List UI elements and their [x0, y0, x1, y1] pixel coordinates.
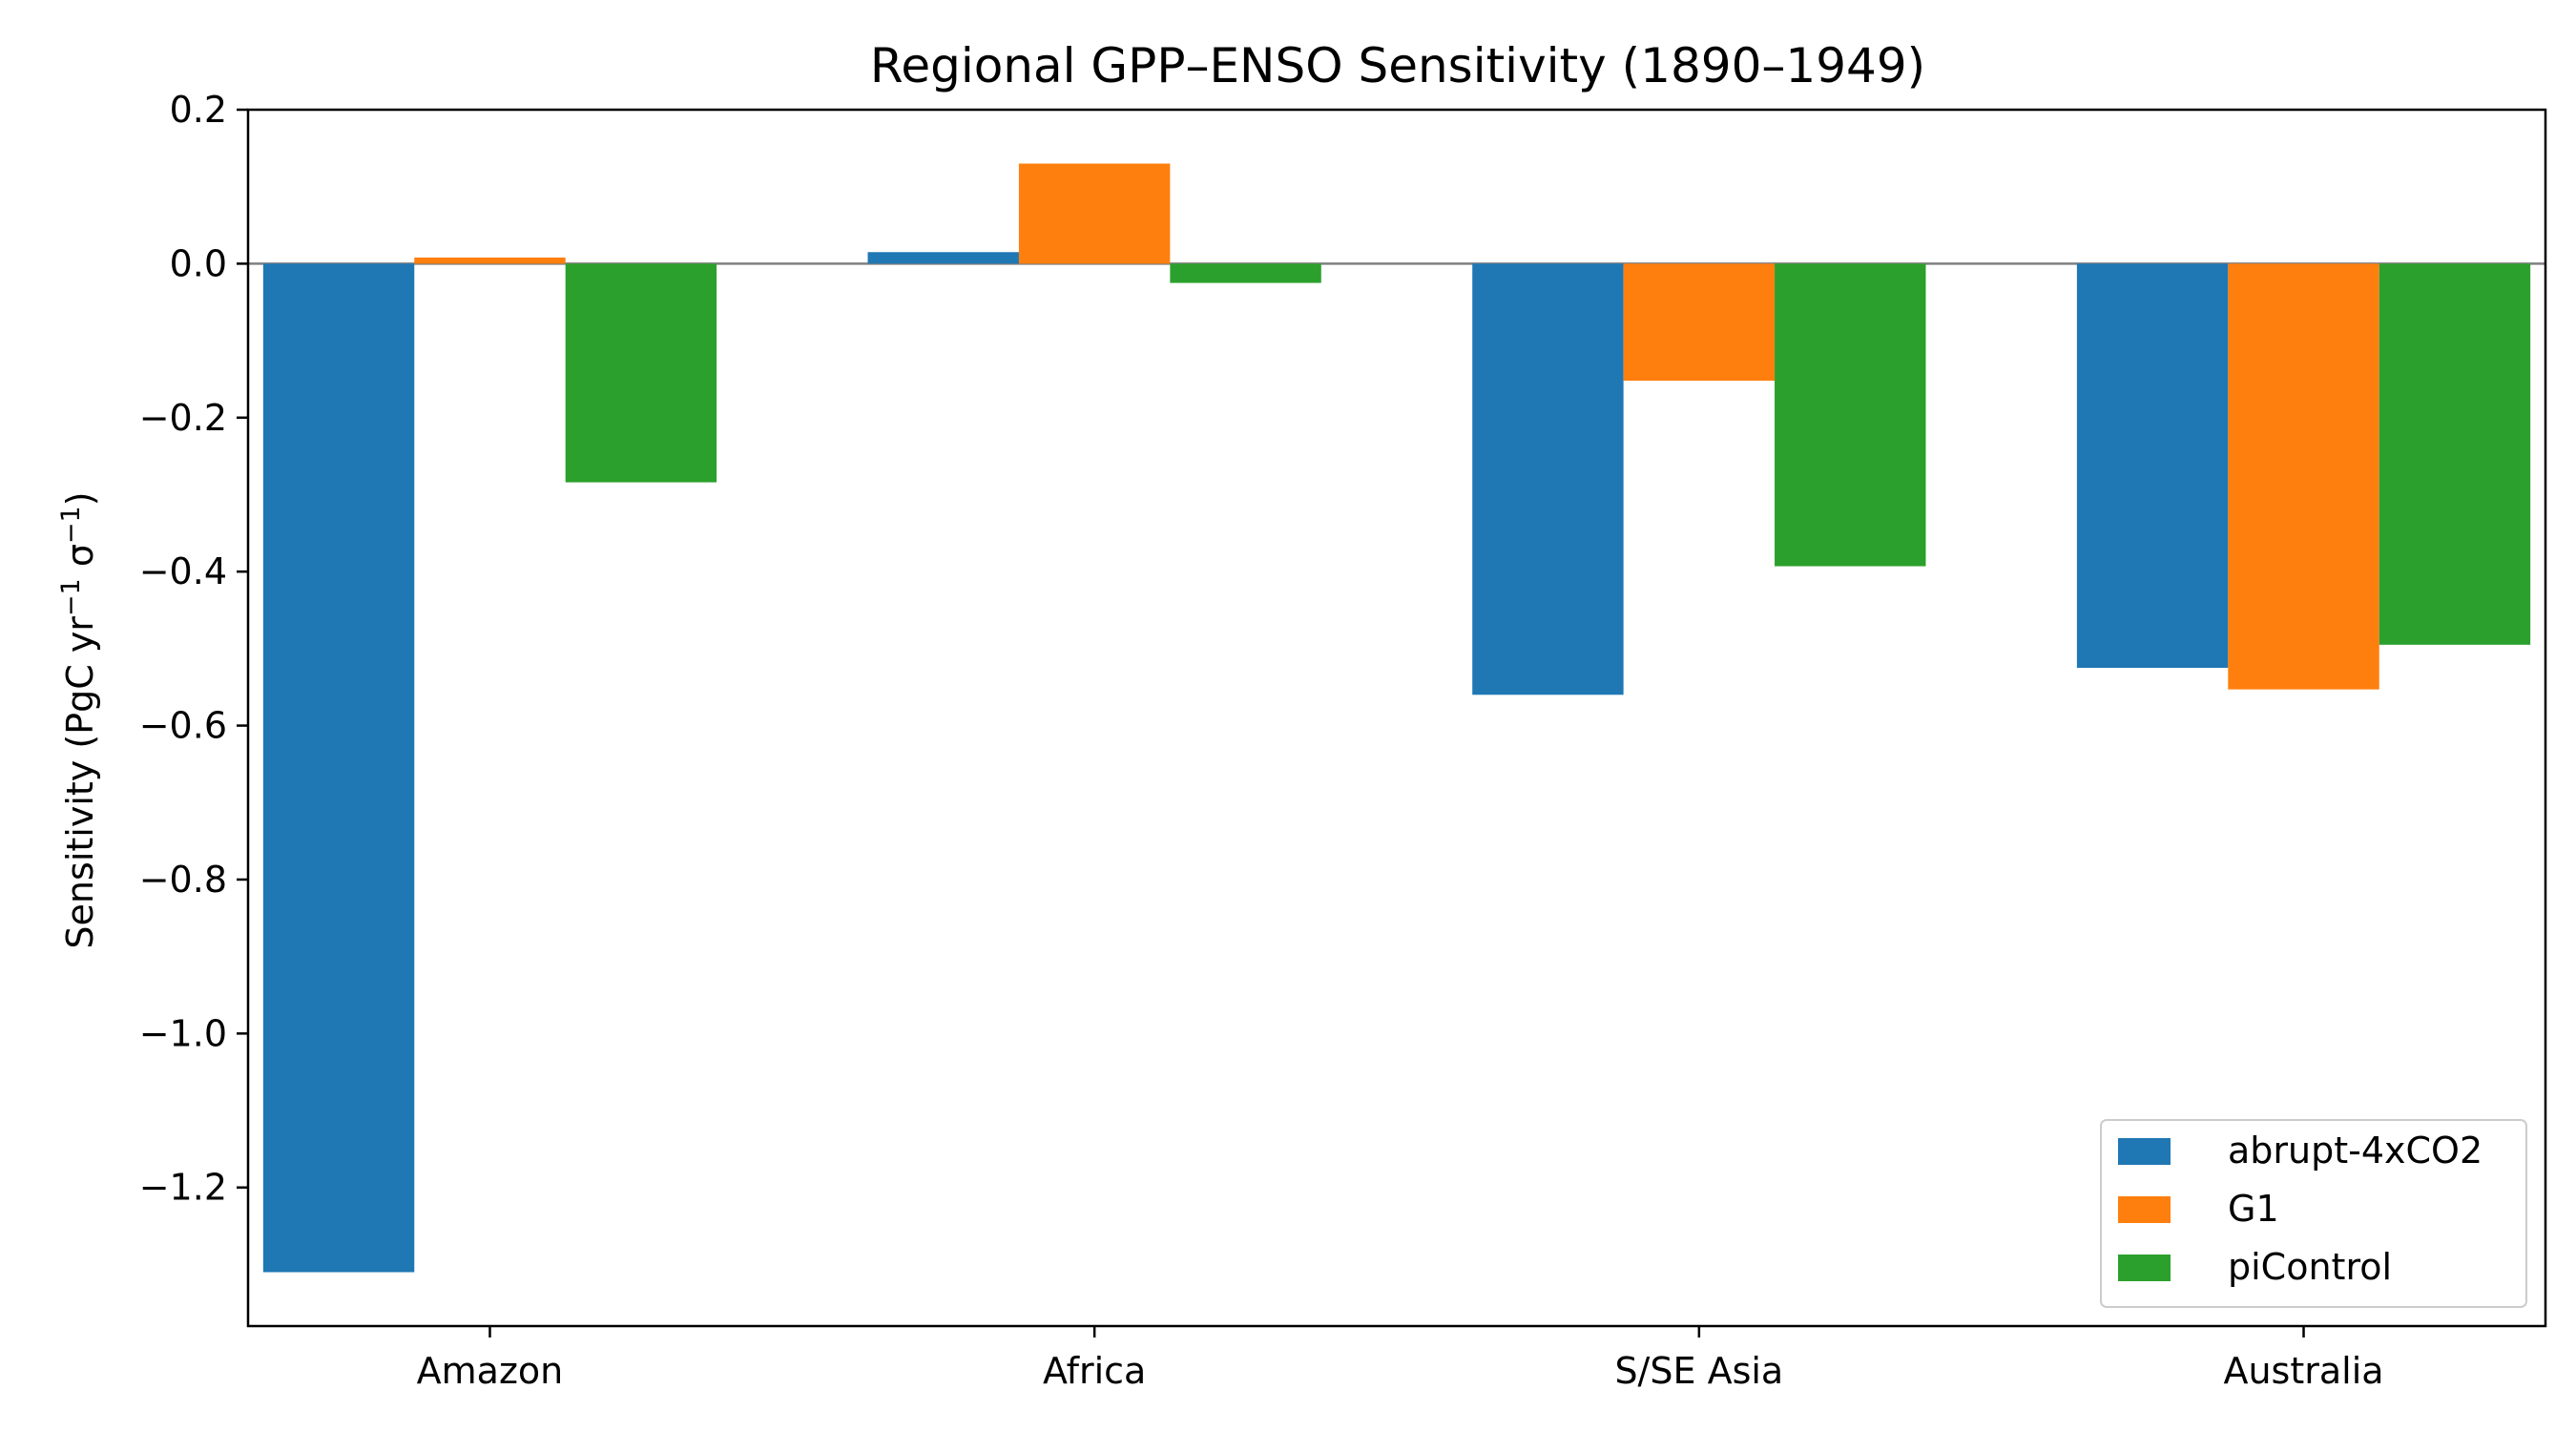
bar-abrupt-4xCO2-Amazon	[262, 263, 415, 1273]
y-tick-label: −0.6	[139, 705, 227, 747]
bar-abrupt-4xCO2-Australia	[2076, 263, 2229, 669]
y-axis-label-suffix: )	[59, 491, 101, 506]
y-tick-label: −1.2	[139, 1167, 227, 1209]
legend-swatch-G1	[2118, 1196, 2171, 1223]
legend-swatch-abrupt-4xCO2	[2118, 1138, 2171, 1165]
chart-title: Regional GPP–ENSO Sensitivity (1890–1949…	[870, 38, 1925, 93]
y-tick-label: 0.0	[170, 242, 227, 284]
legend-label-G1: G1	[2228, 1188, 2279, 1230]
bar-G1-Africa	[1018, 163, 1171, 264]
bar-abrupt-4xCO2-S/SE Asia	[1472, 263, 1624, 695]
y-tick-label: −0.2	[139, 397, 227, 439]
axes-frame	[246, 108, 2547, 1328]
x-tick-label-Africa: Africa	[1043, 1350, 1146, 1392]
y-axis-label: Sensitivity (PgC yr−1 σ−1)	[56, 491, 101, 948]
bar-piControl-Amazon	[565, 263, 717, 483]
legend-swatch-piControl	[2118, 1255, 2171, 1281]
y-axis-label-prefix: Sensitivity (PgC yr	[59, 616, 101, 949]
x-tick-label-Amazon: Amazon	[417, 1350, 564, 1392]
y-tick-label: −0.8	[139, 859, 227, 901]
bar-G1-Amazon	[414, 257, 566, 264]
bar-G1-Australia	[2228, 263, 2379, 690]
y-axis-label-middle: σ	[59, 544, 101, 578]
x-tick-label-S/SE Asia: S/SE Asia	[1614, 1350, 1783, 1392]
legend-label-piControl: piControl	[2228, 1246, 2392, 1288]
bar-piControl-Australia	[2379, 263, 2531, 645]
y-tick-label: −0.4	[139, 550, 227, 592]
y-axis-label-sup2: −1	[56, 506, 86, 544]
bar-piControl-S/SE Asia	[1775, 263, 1926, 567]
plot-area: 0.2 0.0 −0.2 −0.4 −0.6 −0.8 −1.0 −1.2 Amazon Afri…	[139, 89, 2547, 1392]
y-tick-label: −1.0	[139, 1012, 227, 1054]
legend-box	[2100, 1119, 2527, 1308]
bar-abrupt-4xCO2-Africa	[867, 252, 1019, 264]
bar-piControl-Africa	[1170, 263, 1321, 283]
y-tick-label: 0.2	[170, 89, 227, 131]
y-axis-label-sup1: −1	[56, 578, 86, 616]
bar-G1-S/SE Asia	[1623, 263, 1776, 382]
x-tick-label-Australia: Australia	[2223, 1350, 2383, 1392]
legend-label-abrupt-4xCO2: abrupt-4xCO2	[2228, 1130, 2483, 1172]
